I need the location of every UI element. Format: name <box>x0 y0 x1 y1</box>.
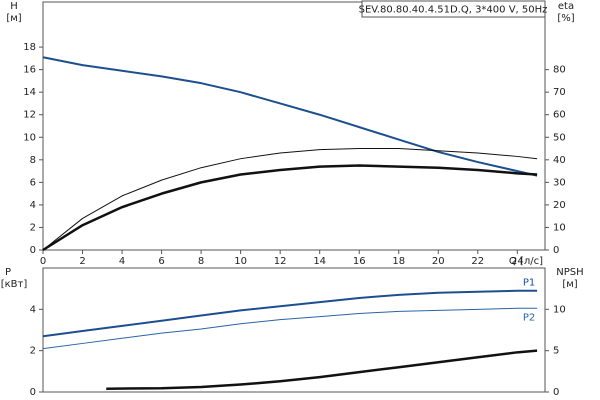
x-tick-label: 12 <box>274 256 287 267</box>
y-tick-label: 14 <box>23 87 36 98</box>
y-tick-label: 10 <box>23 132 36 143</box>
y-tick-label: 8 <box>30 155 36 166</box>
y-tick-label: 16 <box>23 65 36 76</box>
x-tick-label: 6 <box>158 256 164 267</box>
y-tick-label: 4 <box>30 200 36 211</box>
y-tick-label: 6 <box>30 177 36 188</box>
y2-axis-label: [м] <box>562 279 577 290</box>
y2-tick-label: 10 <box>553 304 566 315</box>
x-tick-label: 14 <box>313 256 326 267</box>
y2-axis-label: eta <box>558 1 574 12</box>
curve <box>42 56 538 177</box>
x-tick-label: 10 <box>234 256 247 267</box>
y2-tick-label: 30 <box>553 177 566 188</box>
y2-tick-label: 40 <box>553 155 566 166</box>
curve <box>42 164 538 252</box>
x-tick-label: 4 <box>119 256 125 267</box>
series-label: P1 <box>523 278 535 289</box>
curve <box>42 307 538 350</box>
x-tick-label: 24 <box>511 256 524 267</box>
x-tick-label: 16 <box>353 256 366 267</box>
y-tick-label: 0 <box>30 245 36 256</box>
title-box <box>361 0 546 18</box>
curve <box>42 148 538 251</box>
y-tick-label: 0 <box>30 387 36 398</box>
y2-tick-label: 70 <box>553 87 566 98</box>
y-tick-label: 18 <box>23 42 36 53</box>
y-axis-label: H <box>10 1 18 12</box>
x-tick-label: 8 <box>198 256 204 267</box>
y2-tick-label: 50 <box>553 132 566 143</box>
y2-axis-label: [%] <box>557 13 574 24</box>
x-tick-label: 2 <box>79 256 85 267</box>
y2-tick-label: 10 <box>553 222 566 233</box>
y2-axis-label: NPSH <box>556 267 583 278</box>
y2-tick-label: 20 <box>553 200 566 211</box>
y-tick-label: 4 <box>30 304 36 315</box>
curve <box>106 349 538 390</box>
plot-frame <box>42 1 546 251</box>
plot-frame <box>42 267 546 393</box>
curve <box>42 289 538 338</box>
y-axis-label: [кВт] <box>1 279 28 290</box>
y-axis-label: P <box>5 267 11 278</box>
y2-tick-label: 60 <box>553 110 566 121</box>
y-tick-label: 2 <box>30 222 36 233</box>
x-axis-label: Q [л/с] <box>509 256 543 267</box>
y2-tick-label: 80 <box>553 65 566 76</box>
y-tick-label: 2 <box>30 346 36 357</box>
y2-tick-label: 5 <box>553 346 559 357</box>
series-label: P2 <box>523 312 535 323</box>
x-tick-label: 18 <box>392 256 405 267</box>
x-tick-label: 20 <box>432 256 445 267</box>
y-axis-label: [м] <box>6 13 21 24</box>
y2-tick-label: 0 <box>553 387 559 398</box>
y-tick-label: 12 <box>23 110 36 121</box>
chart-title: SEV.80.80.40.4.51D.Q, 3*400 V, 50Hz <box>359 5 548 16</box>
x-tick-label: 22 <box>471 256 484 267</box>
x-tick-label: 0 <box>40 256 46 267</box>
y2-tick-label: 0 <box>553 245 559 256</box>
